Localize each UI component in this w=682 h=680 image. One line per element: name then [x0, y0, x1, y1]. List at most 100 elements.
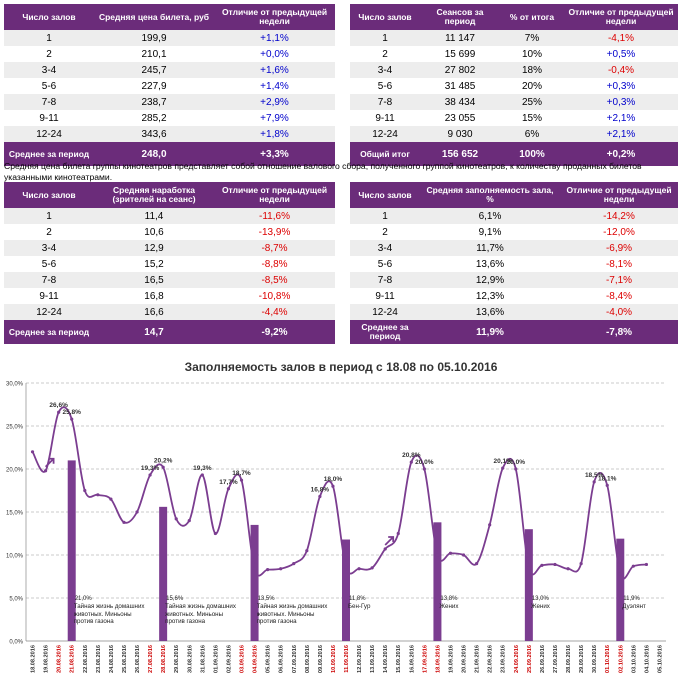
sessions-cell: 7-8 [350, 94, 420, 110]
point-value-label: 18,7% [232, 470, 251, 477]
viewers-cell: 10,6 [144, 226, 164, 238]
price-cell: 9-11 [39, 112, 59, 124]
occupancy-cell: 13,6% [475, 258, 505, 270]
x-tick-label: 31.08.2016 [200, 645, 206, 673]
line-point [383, 547, 387, 551]
viewers-header-halls: Число залов [4, 182, 94, 208]
bar [524, 529, 533, 641]
chart-x-axis: 18.08.2016 19.08.2016 20.08.2016 21.08.2016… [31, 645, 664, 673]
x-tick-label: 04.10.2016 [644, 645, 650, 673]
line-point [605, 483, 609, 487]
price-row: 12-24 343,6 +1,8% [4, 126, 335, 142]
occupancy-cell: 13,6% [420, 304, 560, 320]
bar-value-label: 11,8% [349, 596, 366, 602]
line-point [527, 566, 531, 570]
x-tick-label: 21.08.2016 [70, 645, 76, 673]
chart-labels: 26,6%25,8%19,3%20,2%19,3%17,7%18,7%16,8%… [49, 402, 616, 493]
line-point [566, 567, 570, 571]
viewers-cell: 12,9 [94, 240, 214, 256]
line-point [96, 493, 100, 497]
occupancy-footer-row: Среднее за период 11,9% -7,8% [350, 320, 678, 344]
bar-film-label: Тайная жизнь домашних животных. Миньоны … [74, 603, 145, 625]
point-value-label: 19,3% [141, 465, 160, 472]
x-tick-label: 14.09.2016 [383, 645, 389, 673]
viewers-cell: -8,8% [261, 258, 288, 270]
x-tick-label: 02.09.2016 [226, 645, 232, 673]
viewers-cell: 15,2 [144, 258, 164, 270]
point-value-label: 16,8% [311, 487, 330, 494]
bar-value-label: 11,9% [623, 596, 640, 602]
sessions-cell: +2,1% [564, 126, 678, 142]
price-cell: +7,9% [260, 112, 289, 124]
occupancy-header-avg: Средняя заполняемость зала, % [420, 182, 560, 208]
viewers-row: 12-24 16,6 -4,4% [4, 304, 335, 320]
bar-film-label: Тайная жизнь домашних животных. Миньоны … [165, 603, 236, 625]
occupancy-line [31, 406, 647, 580]
bar-film-text: Тайная жизнь домашних животных. Миньоны … [165, 603, 236, 625]
line-point [435, 553, 440, 557]
sessions-cell: 5-6 [377, 80, 393, 92]
x-tick-label: 25.08.2016 [122, 645, 128, 673]
price-row: 9-11 285,2 +7,9% [4, 110, 335, 126]
viewers-table: Число залов Средняя наработка (зрителей … [4, 182, 335, 344]
sessions-cell: 25% [500, 94, 564, 110]
occupancy-footer-cell: 11,9% [420, 320, 560, 344]
x-tick-label: 15.09.2016 [396, 645, 402, 673]
sessions-cell: 15% [521, 112, 542, 124]
viewers-cell: 16,6 [94, 304, 214, 320]
line-point [488, 523, 492, 527]
price-row: 5-6 227,9 +1,4% [4, 78, 335, 94]
line-point [331, 484, 335, 488]
occupancy-cell: -6,9% [560, 240, 678, 256]
price-header-halls: Число залов [4, 4, 94, 30]
occupancy-cell: 12-24 [350, 304, 420, 320]
x-tick-label: 27.09.2016 [553, 645, 559, 673]
price-table-body: 1 199,9 +1,1% 2 210,1 +0,0% 3-4 245,7 +1,6% 5-6 22… [4, 30, 335, 166]
line-point [644, 562, 649, 567]
occupancy-header-halls: Число залов [350, 182, 420, 208]
point-value-label: 18,5% [585, 472, 604, 479]
viewers-cell: -8,7% [214, 240, 335, 256]
sessions-footer-cell: 156 652 [420, 142, 500, 166]
price-cell: 7-8 [4, 94, 94, 110]
x-tick-label: 24.09.2016 [514, 645, 520, 673]
viewers-cell: 9-11 [39, 290, 59, 302]
price-footer-cell: Среднее за период [4, 142, 94, 166]
x-tick-label: 16.09.2016 [409, 645, 415, 673]
x-tick-label: 26.08.2016 [135, 645, 141, 673]
occupancy-cell: 12,9% [420, 272, 560, 288]
x-tick-label: 18.08.2016 [31, 645, 37, 673]
trend-arrow-icon [44, 457, 55, 468]
price-cell: 12-24 [4, 126, 94, 142]
y-tick-label: 15,0% [6, 511, 24, 517]
point-value-label: 18,0% [324, 476, 343, 483]
price-cell: +1,8% [214, 126, 335, 142]
occupancy-cell: 7-8 [350, 272, 420, 288]
x-tick-label: 21.09.2016 [475, 645, 481, 673]
bar [616, 538, 625, 641]
x-tick-label: 22.08.2016 [83, 645, 89, 673]
viewers-cell: 2 [46, 226, 52, 238]
occupancy-cell: 9,1% [478, 226, 502, 238]
price-cell: 238,7 [94, 94, 214, 110]
x-tick-label: 30.08.2016 [187, 645, 193, 673]
x-tick-label: 28.09.2016 [566, 645, 572, 673]
line-point [305, 549, 309, 553]
viewers-cell: 16,8 [144, 290, 164, 302]
point-value-label: 17,7% [219, 479, 238, 486]
price-cell: +0,0% [260, 48, 289, 60]
chart-title: Заполняемость залов в период с 18.08 по … [185, 360, 498, 374]
sessions-cell: 7% [500, 30, 564, 46]
viewers-cell: 16,5 [94, 272, 214, 288]
bar-film-label: Дуэлянт [622, 603, 646, 610]
bar-film-label: Тайная жизнь домашних животных. Миньоны … [257, 603, 328, 625]
bar-film-text: Дуэлянт [622, 603, 646, 610]
price-header-diff: Отличие от предыдущей недели [214, 4, 335, 30]
line-point [540, 563, 544, 567]
viewers-row: 2 10,6 -13,9% [4, 224, 335, 240]
sessions-cell: 38 434 [420, 94, 500, 110]
price-cell: +2,9% [214, 94, 335, 110]
sessions-row: 1 11 147 7% -4,1% [350, 30, 678, 46]
viewers-row: 1 11,4 -11,6% [4, 208, 335, 224]
line-point [344, 565, 348, 569]
